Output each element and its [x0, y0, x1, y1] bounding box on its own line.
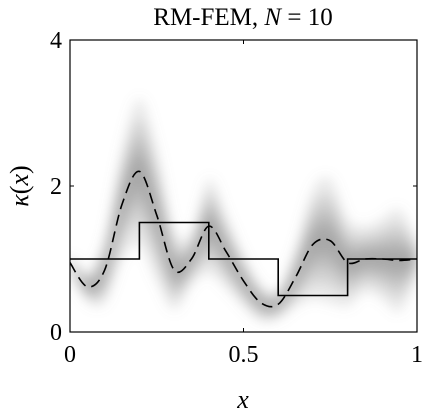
chart-title-rest: = 10 — [281, 4, 333, 31]
series-layer — [70, 170, 417, 308]
x-axis-label: x — [236, 385, 249, 414]
y-axis-label-var: x — [5, 174, 34, 187]
y-axis-label-open: ( — [5, 186, 34, 195]
series-line-dashed — [70, 170, 417, 308]
uncertainty-band-3 — [70, 155, 417, 310]
plot-area — [70, 98, 417, 322]
chart-title-var: N — [263, 4, 282, 31]
chart-title: RM-FEM, N = 10 — [153, 4, 332, 31]
series-line-step — [70, 221, 417, 297]
tick-layer: 0 0.5 1 0 2 4 — [50, 28, 423, 368]
y-tick-label: 2 — [50, 174, 62, 200]
x-tick-label: 0.5 — [229, 342, 259, 368]
y-axis-label: κ(x) — [5, 165, 34, 206]
y-axis-label-kappa: κ — [5, 194, 34, 207]
chart-title-main: RM-FEM, — [153, 4, 264, 31]
y-axis-label-close: ) — [5, 165, 34, 174]
x-tick-label: 1 — [411, 342, 423, 368]
y-tick-label: 0 — [50, 320, 62, 346]
x-tick-label: 0 — [64, 342, 76, 368]
y-tick-label: 4 — [50, 28, 62, 54]
uncertainty-band-layer — [70, 98, 417, 322]
